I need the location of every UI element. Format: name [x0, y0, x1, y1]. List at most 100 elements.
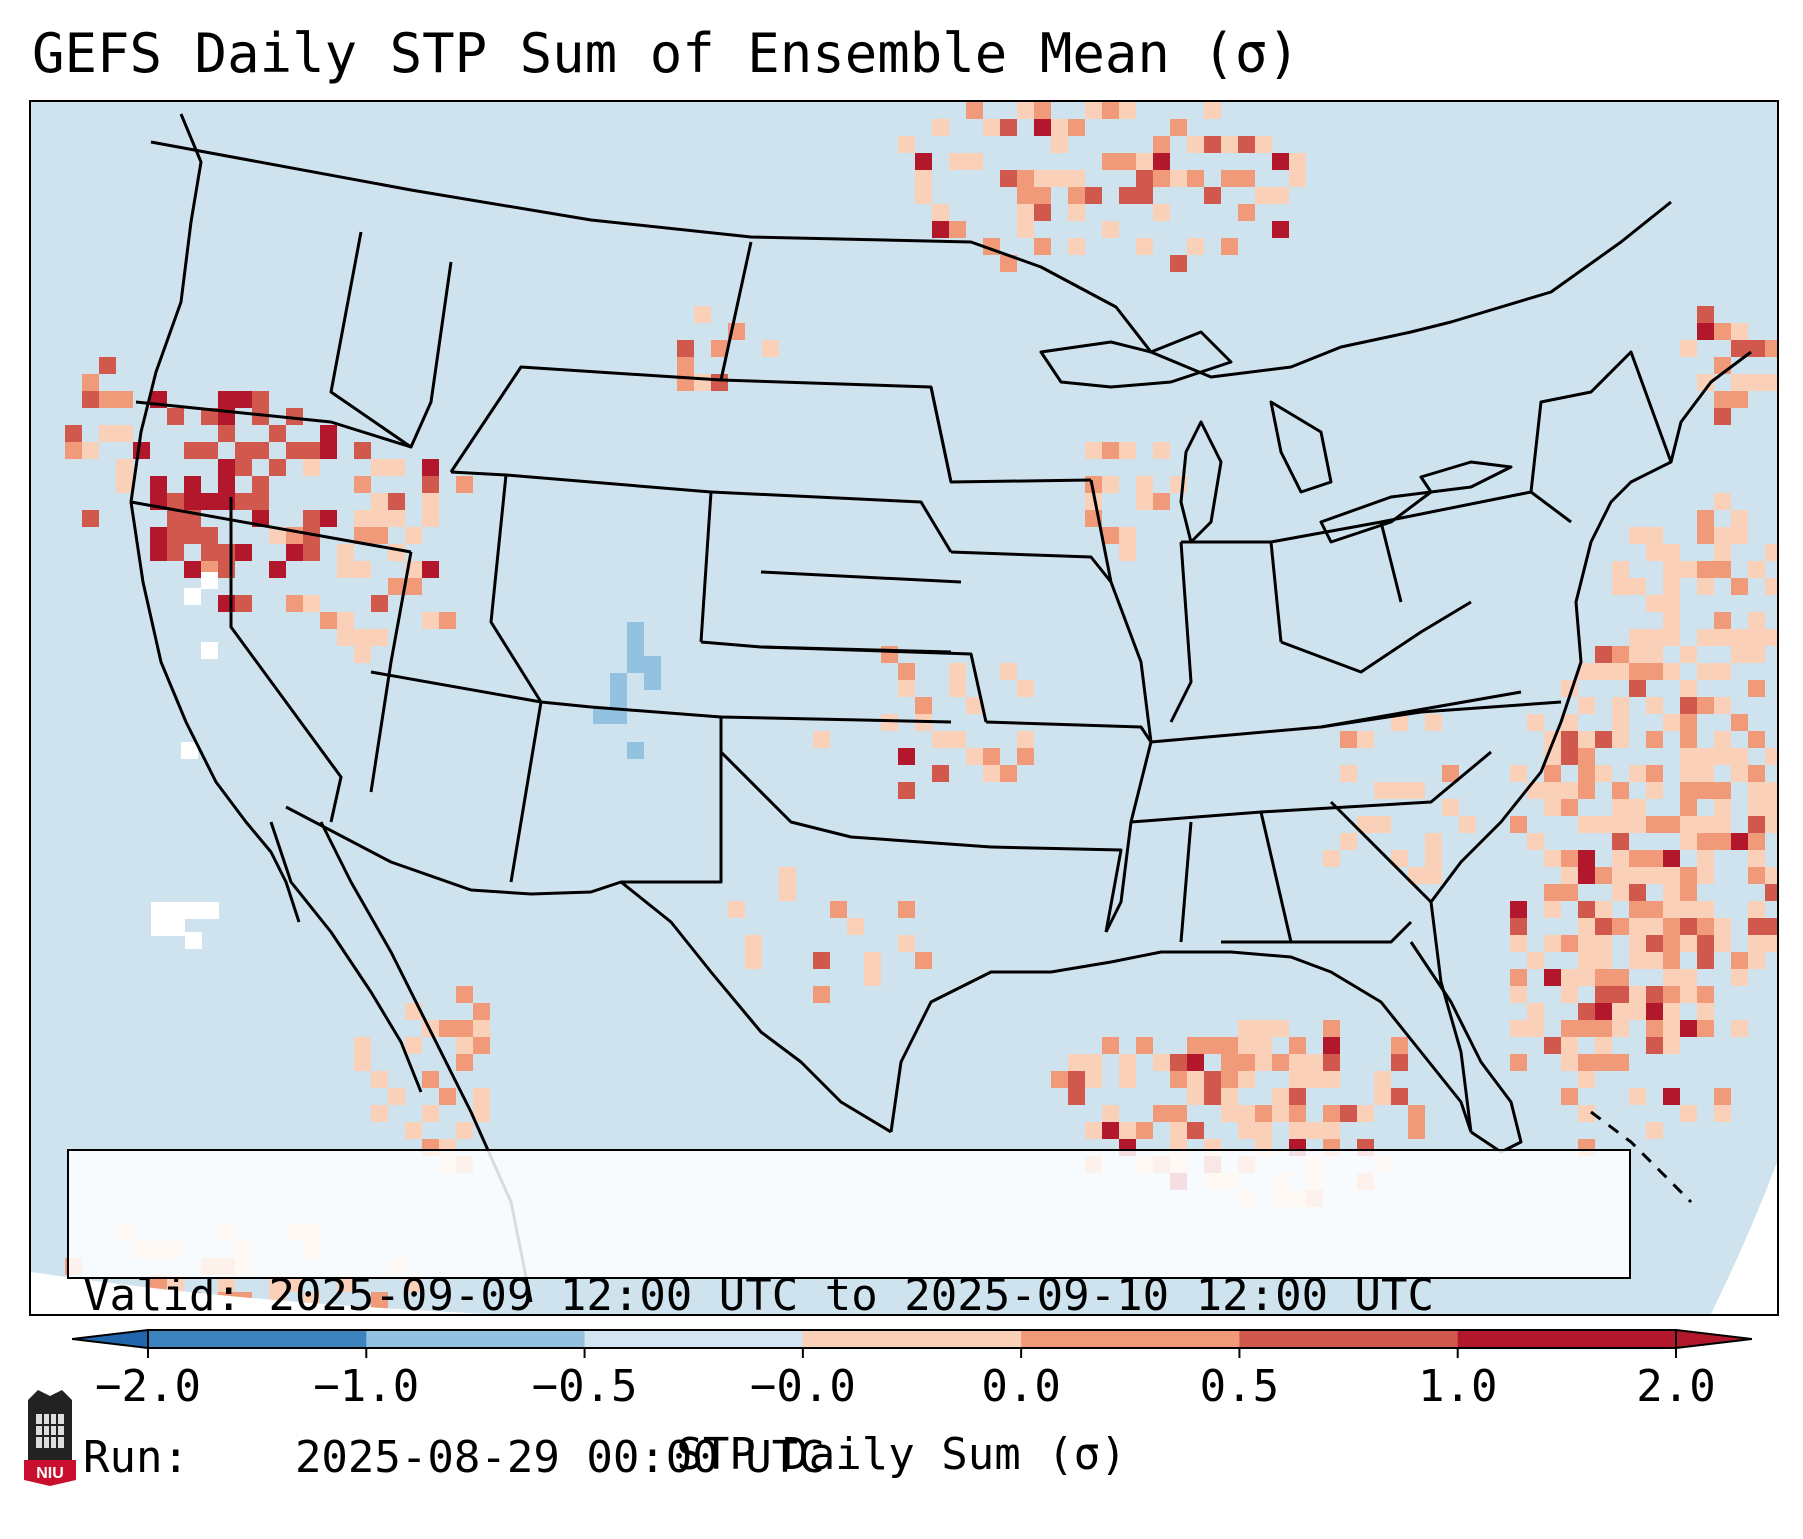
- stp-cell: [1697, 935, 1714, 952]
- stp-cell: [1306, 1071, 1323, 1088]
- stp-cell: [898, 680, 915, 697]
- stp-cell: [1238, 1122, 1255, 1139]
- stp-cell: [1731, 833, 1748, 850]
- stp-cell: [1153, 1054, 1170, 1071]
- stp-cell: [1187, 1071, 1204, 1088]
- stp-cell: [1034, 170, 1051, 187]
- stp-cell: [1731, 629, 1748, 646]
- stp-cell: [1034, 119, 1051, 136]
- stp-anomaly-cells: [31, 102, 1777, 1314]
- stp-map: [31, 102, 1777, 1314]
- stp-cell: [779, 867, 796, 884]
- stp-cell-neutral: [202, 902, 219, 919]
- state-line-nd-sd-ne: [719, 241, 753, 381]
- stp-cell: [1119, 442, 1136, 459]
- stp-cell: [1663, 595, 1680, 612]
- stp-cell: [1629, 1003, 1646, 1020]
- stp-cell: [1561, 850, 1578, 867]
- stp-cell: [1748, 867, 1765, 884]
- stp-cell: [1731, 374, 1748, 391]
- stp-cell: [1748, 850, 1765, 867]
- stp-cell: [1748, 901, 1765, 918]
- stp-cell: [1663, 663, 1680, 680]
- stp-cell: [1646, 952, 1663, 969]
- stp-cell: [1255, 1105, 1272, 1122]
- stp-cell: [1017, 102, 1034, 119]
- stp-cell: [1561, 1088, 1578, 1105]
- stp-cell: [1425, 714, 1442, 731]
- stp-cell: [1765, 935, 1777, 952]
- stp-cell: [1578, 1020, 1595, 1037]
- stp-cell: [1085, 1054, 1102, 1071]
- stp-cell: [1510, 935, 1527, 952]
- stp-cell: [1612, 1020, 1629, 1037]
- stp-cell: [1731, 765, 1748, 782]
- stp-cell: [898, 748, 915, 765]
- stp-cell: [966, 153, 983, 170]
- stp-cell: [1765, 918, 1777, 935]
- stp-cell: [303, 459, 320, 476]
- stp-cell: [1561, 986, 1578, 1003]
- stp-cell: [1272, 1088, 1289, 1105]
- stp-cell: [728, 901, 745, 918]
- stp-cell: [1136, 187, 1153, 204]
- stp-cell: [1085, 187, 1102, 204]
- stp-cell: [1714, 782, 1731, 799]
- stp-cell: [1765, 799, 1777, 816]
- stp-cell: [1714, 323, 1731, 340]
- stp-cell: [1646, 935, 1663, 952]
- stp-cell: [252, 442, 269, 459]
- stp-cell: [694, 374, 711, 391]
- stp-cell: [405, 527, 422, 544]
- stp-cell: [1221, 1071, 1238, 1088]
- stp-cell: [1085, 102, 1102, 119]
- stp-cell: [1119, 153, 1136, 170]
- stp-cell: [1425, 867, 1442, 884]
- stp-cell: [1085, 1122, 1102, 1139]
- stp-cell: [201, 442, 218, 459]
- stp-cell: [1187, 1122, 1204, 1139]
- stp-cell: [1289, 1037, 1306, 1054]
- stp-cell: [1680, 646, 1697, 663]
- stp-cell: [1153, 1105, 1170, 1122]
- stp-cell: [1595, 952, 1612, 969]
- stp-cell: [1629, 918, 1646, 935]
- stp-cell: [1221, 136, 1238, 153]
- stp-cell: [1731, 969, 1748, 986]
- stp-cell: [1697, 850, 1714, 867]
- stp-cell: [1068, 1088, 1085, 1105]
- stp-cell: [1680, 680, 1697, 697]
- stp-cell: [1595, 1037, 1612, 1054]
- stp-cell: [1544, 799, 1561, 816]
- stp-cell: [320, 425, 337, 442]
- stp-cell: [1153, 136, 1170, 153]
- stp-cell: [1680, 748, 1697, 765]
- stp-cell: [354, 442, 371, 459]
- stp-cell: [1629, 986, 1646, 1003]
- stp-cell: [303, 544, 320, 561]
- stp-cell: [1255, 136, 1272, 153]
- stp-cell: [337, 544, 354, 561]
- stp-cell: [1510, 901, 1527, 918]
- valid-run-info-box: Valid: 2025-09-09 12:00 UTC to 2025-09-1…: [67, 1149, 1631, 1483]
- stp-cell: [898, 935, 915, 952]
- stp-cell: [1612, 816, 1629, 833]
- stp-cell: [1697, 918, 1714, 935]
- stp-cell: [1697, 901, 1714, 918]
- stp-cell: [1595, 986, 1612, 1003]
- stp-cell: [1238, 1054, 1255, 1071]
- stp-cell: [1646, 816, 1663, 833]
- stp-cell: [1663, 612, 1680, 629]
- stp-cell: [388, 578, 405, 595]
- stp-cell: [1323, 1122, 1340, 1139]
- stp-cell: [1119, 1122, 1136, 1139]
- stp-cell: [456, 1122, 473, 1139]
- state-line-ne-ks: [760, 570, 962, 584]
- stp-cell: [388, 510, 405, 527]
- stp-cell: [1612, 1054, 1629, 1071]
- stp-cell: [1221, 1054, 1238, 1071]
- stp-cell: [1629, 765, 1646, 782]
- stp-cell: [1357, 1105, 1374, 1122]
- stp-cell: [371, 1071, 388, 1088]
- stp-cell: [1697, 323, 1714, 340]
